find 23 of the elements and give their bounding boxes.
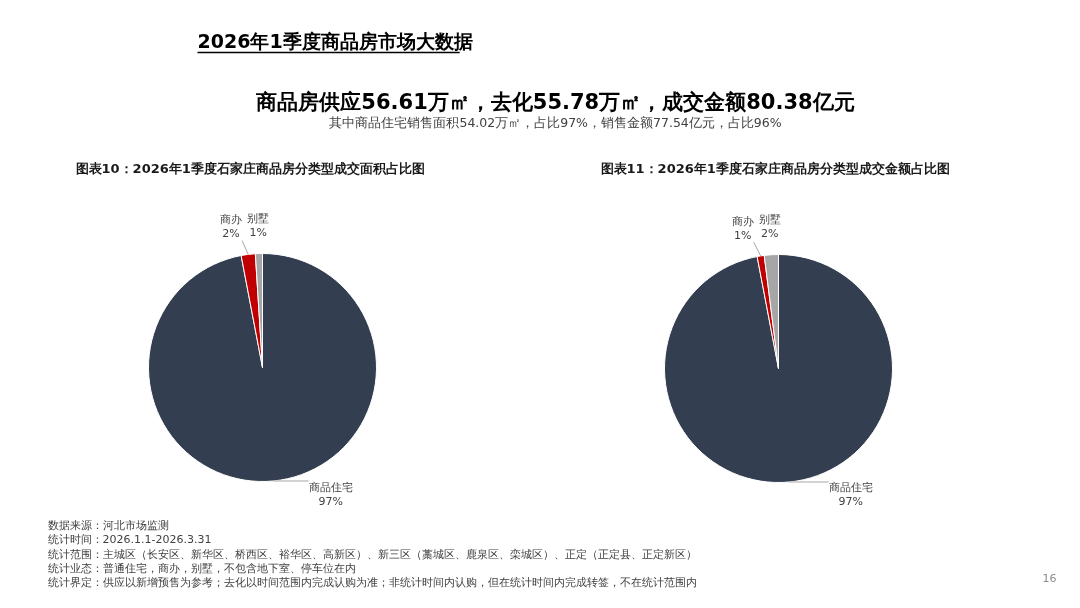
slice-label: 别墅 <box>758 213 781 227</box>
text: 2026年1季度商品房市场大数据 <box>197 29 473 52</box>
data-label: 97% <box>318 495 343 508</box>
slice-label: 商办 <box>220 213 243 227</box>
source-note: 数据来源：河北市场监测 <box>47 519 169 532</box>
text: 统计界定：供应以新增预售为参考；去化以时间范围内完成认购为准；非统计时间内认购，但在统计时间内完成转签，不在统计范围内 <box>47 576 697 590</box>
text: 统计范围：主城区（长安区、新华区、桥西区、裕华区、高新区）、新三区（藁城区、鹿泉区、栾城区）、正定（正定县、正定新区） <box>47 547 697 561</box>
data-label: 97% <box>838 495 863 508</box>
slice-label: 商品住宅 <box>308 481 353 494</box>
slice-label: 商品住宅 <box>828 481 873 494</box>
text: 商品房供应56.61万㎡，去化55.78万㎡，成交金额80.38亿元 <box>255 89 855 114</box>
text: 其中商品住宅销售面积54.02万㎡，占比97%，销售金额77.54亿元，占比96% <box>329 115 782 130</box>
chart-title: 图表11：2026年1季度石家庄商品房分类型成交金额占比图 <box>600 161 950 176</box>
data-label: 2% <box>761 227 779 241</box>
data-label: 1% <box>249 226 267 240</box>
slice-label: 商办 <box>731 214 754 228</box>
slice-label: 别墅 <box>247 212 270 226</box>
text: 16 <box>1042 571 1057 585</box>
text: 统计时间：2026.1.1-2026.3.31 <box>47 533 212 547</box>
data-label: 2% <box>222 227 240 241</box>
data-label: 1% <box>734 228 752 242</box>
chart-title: 图表10：2026年1季度石家庄商品房分类型成交面积占比图 <box>75 161 425 176</box>
text: 统计业态：普通住宅，商办，别墅，不包含地下室、停车位在内 <box>47 561 356 575</box>
